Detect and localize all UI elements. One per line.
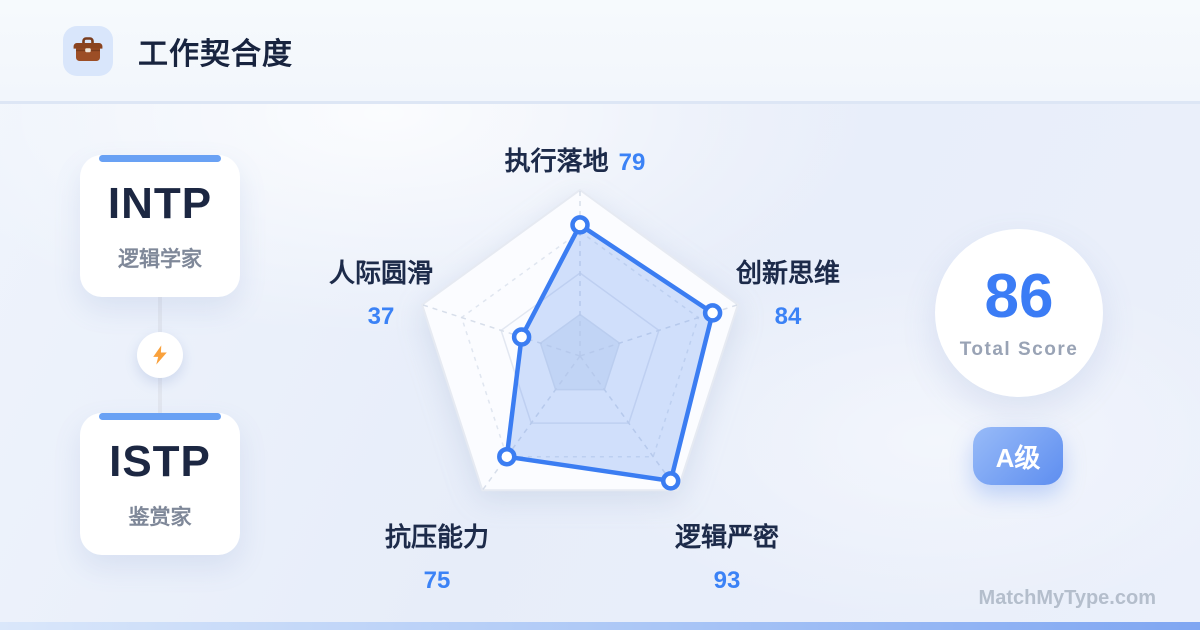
- radar-data-polygon: [504, 222, 715, 484]
- radar-grid: [420, 188, 740, 492]
- type-name: 逻辑学家: [118, 248, 202, 271]
- card-accent-bar: [99, 413, 221, 420]
- lightning-icon: [137, 332, 183, 378]
- axis-name: 抗压能力: [384, 522, 490, 552]
- briefcase-icon: [63, 26, 113, 76]
- grade-badge: A级: [973, 427, 1063, 485]
- axis-label-stress: 抗压能力 75: [385, 517, 489, 595]
- watermark: MatchMyType.com: [978, 587, 1156, 609]
- axis-value: 75: [423, 567, 451, 594]
- total-score-circle: 86 Total Score: [935, 229, 1103, 397]
- header-bar: 工作契合度: [0, 0, 1200, 104]
- type-card-intp: INTP 逻辑学家: [80, 155, 240, 297]
- bottom-accent-bar: [0, 622, 1200, 630]
- briefcase-icon-glyph: [73, 37, 103, 61]
- axis-value: 79: [618, 149, 646, 176]
- axis-label-logic: 逻辑严密 93: [675, 517, 779, 595]
- axis-name: 逻辑严密: [674, 522, 780, 552]
- lightning-icon-glyph: [153, 345, 167, 365]
- axis-name: 创新思维: [735, 258, 841, 288]
- axis-value: 84: [774, 303, 802, 330]
- axis-label-innovation: 创新思维 84: [736, 253, 840, 331]
- type-code: ISTP: [109, 437, 211, 486]
- axis-name: 执行落地: [504, 146, 609, 176]
- axis-label-social: 人际圆滑 37: [329, 253, 433, 331]
- type-name: 鉴赏家: [128, 506, 192, 529]
- axis-value: 93: [713, 567, 741, 594]
- page-title: 工作契合度: [138, 37, 293, 71]
- type-code: INTP: [107, 179, 213, 228]
- axis-value: 37: [367, 303, 395, 330]
- type-card-istp: ISTP 鉴赏家: [80, 413, 240, 555]
- total-score-value: 86: [984, 261, 1054, 331]
- axis-label-execution: 执行落地 79: [505, 141, 646, 178]
- total-score-label: Total Score: [959, 338, 1079, 360]
- axis-name: 人际圆滑: [328, 258, 434, 288]
- radar-data-points: [497, 215, 723, 491]
- card-accent-bar: [99, 155, 221, 162]
